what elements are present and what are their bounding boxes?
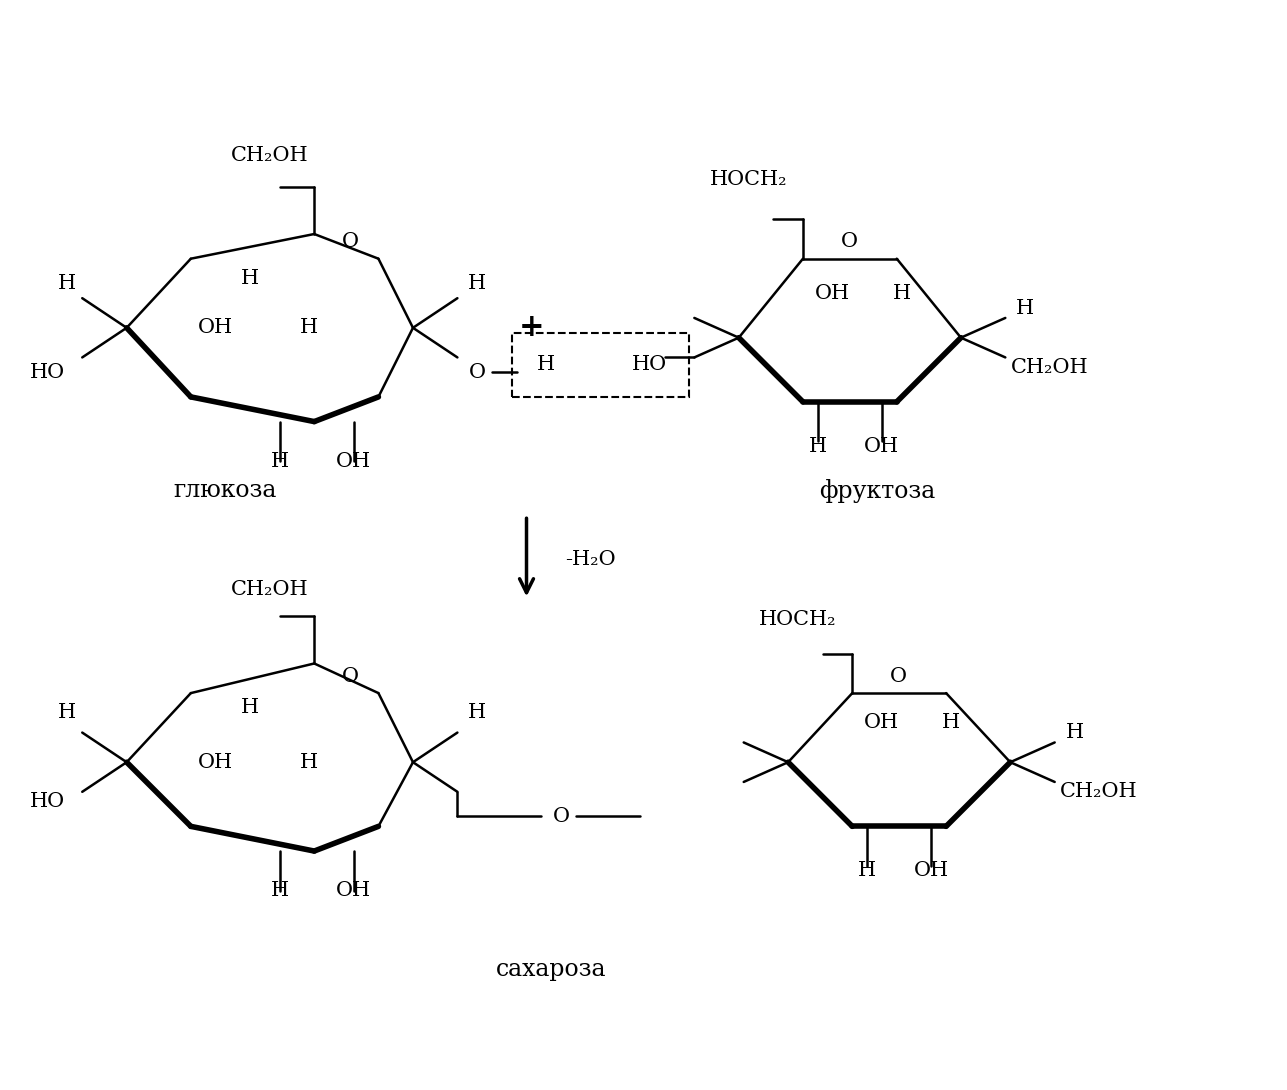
Text: глюкоза: глюкоза <box>174 480 277 502</box>
Text: H: H <box>270 451 288 471</box>
Text: O: O <box>342 667 359 686</box>
Text: H: H <box>58 703 76 723</box>
Text: -H₂O: -H₂O <box>565 550 616 569</box>
Text: OH: OH <box>198 753 233 772</box>
Text: H: H <box>300 753 318 772</box>
Text: +: + <box>519 313 544 343</box>
Text: H: H <box>468 703 486 723</box>
Text: HOCH₂: HOCH₂ <box>710 170 788 190</box>
Text: сахароза: сахароза <box>495 958 606 981</box>
Text: H: H <box>1066 723 1084 742</box>
Text: HO: HO <box>632 355 668 374</box>
Text: OH: OH <box>865 713 900 732</box>
Text: H: H <box>300 318 318 337</box>
Text: H: H <box>858 861 876 881</box>
Text: H: H <box>241 269 259 288</box>
Text: O: O <box>840 232 858 252</box>
Text: O: O <box>552 807 570 826</box>
Text: CH₂OH: CH₂OH <box>1060 783 1138 801</box>
Text: O: O <box>468 363 485 382</box>
Text: OH: OH <box>865 437 900 456</box>
Text: HO: HO <box>30 363 66 382</box>
Text: HOCH₂: HOCH₂ <box>759 609 837 629</box>
Text: OH: OH <box>815 283 851 303</box>
Text: фруктоза: фруктоза <box>819 479 936 502</box>
Text: H: H <box>537 355 555 374</box>
Text: H: H <box>1015 299 1035 317</box>
Text: H: H <box>468 274 486 293</box>
Text: CH₂OH: CH₂OH <box>1012 358 1089 377</box>
Text: HO: HO <box>30 792 66 811</box>
Text: H: H <box>893 283 911 303</box>
Text: H: H <box>808 437 826 456</box>
Text: OH: OH <box>336 881 372 900</box>
Text: CH₂OH: CH₂OH <box>230 580 309 598</box>
Text: H: H <box>942 713 960 732</box>
Text: H: H <box>241 699 259 717</box>
Text: OH: OH <box>198 318 233 337</box>
Text: O: O <box>891 667 907 686</box>
Bar <box>512 332 690 397</box>
Text: OH: OH <box>914 861 949 881</box>
Text: OH: OH <box>336 451 372 471</box>
Text: O: O <box>342 232 359 252</box>
Text: H: H <box>270 881 288 900</box>
Text: H: H <box>58 274 76 293</box>
Text: CH₂OH: CH₂OH <box>230 146 309 165</box>
